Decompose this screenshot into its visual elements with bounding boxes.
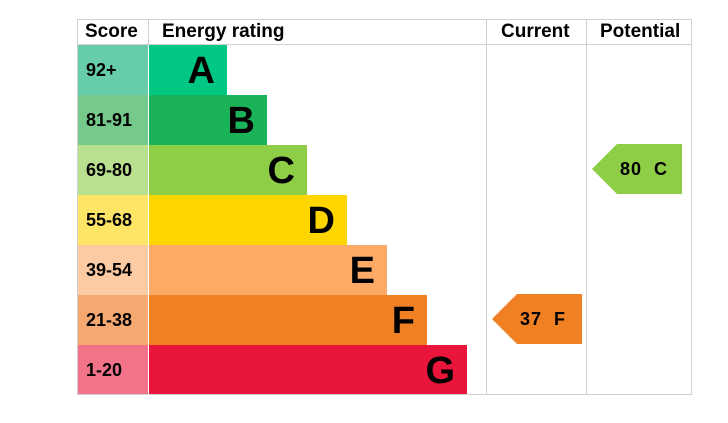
score-cell-b: 81-91 [78,95,148,145]
score-cell-d: 55-68 [78,195,148,245]
rating-bar-a: A [149,45,227,95]
header-score: Score [85,21,138,42]
rating-letter-g: G [425,350,455,392]
header-potential: Potential [600,21,681,42]
score-cell-c: 69-80 [78,145,148,195]
current-rating-label: 37 F [520,294,574,344]
rating-letter-a: A [187,50,215,92]
grid-score-divider [148,19,149,45]
rating-letter-f: F [391,300,415,342]
rating-bar-d: D [149,195,347,245]
rating-letter-e: E [349,250,375,292]
current-rating-letter: F [554,309,567,329]
grid-bottom-line [77,394,692,395]
grid-right-line [691,19,692,395]
rating-letter-b: B [227,100,255,142]
rating-bar-e: E [149,245,387,295]
score-cell-a: 92+ [78,45,148,95]
score-cell-e: 39-54 [78,245,148,295]
rating-letter-c: C [267,150,295,192]
rating-bar-b: B [149,95,267,145]
current-rating-value: 37 [520,309,543,329]
potential-rating-letter: C [654,159,669,179]
grid-current-divider [486,19,487,395]
grid-top-line [77,19,692,20]
rating-bar-g: G [149,345,467,394]
rating-letter-d: D [307,200,335,242]
header-energy-rating: Energy rating [162,21,285,42]
potential-arrow-shape [592,144,682,194]
potential-rating-value: 80 [620,159,643,179]
current-arrow-shape [492,294,582,344]
header-current: Current [501,21,570,42]
potential-rating-label: 80 C [620,144,674,194]
potential-rating-arrow: 80 C [592,144,682,194]
grid-left-line [77,19,78,395]
rating-bar-c: C [149,145,307,195]
rating-bar-f: F [149,295,427,345]
score-cell-f: 21-38 [78,295,148,345]
grid-header-line [77,44,692,45]
current-rating-arrow: 37 F [492,294,582,344]
grid-potential-divider [586,19,587,395]
score-cell-g: 1-20 [78,345,148,394]
